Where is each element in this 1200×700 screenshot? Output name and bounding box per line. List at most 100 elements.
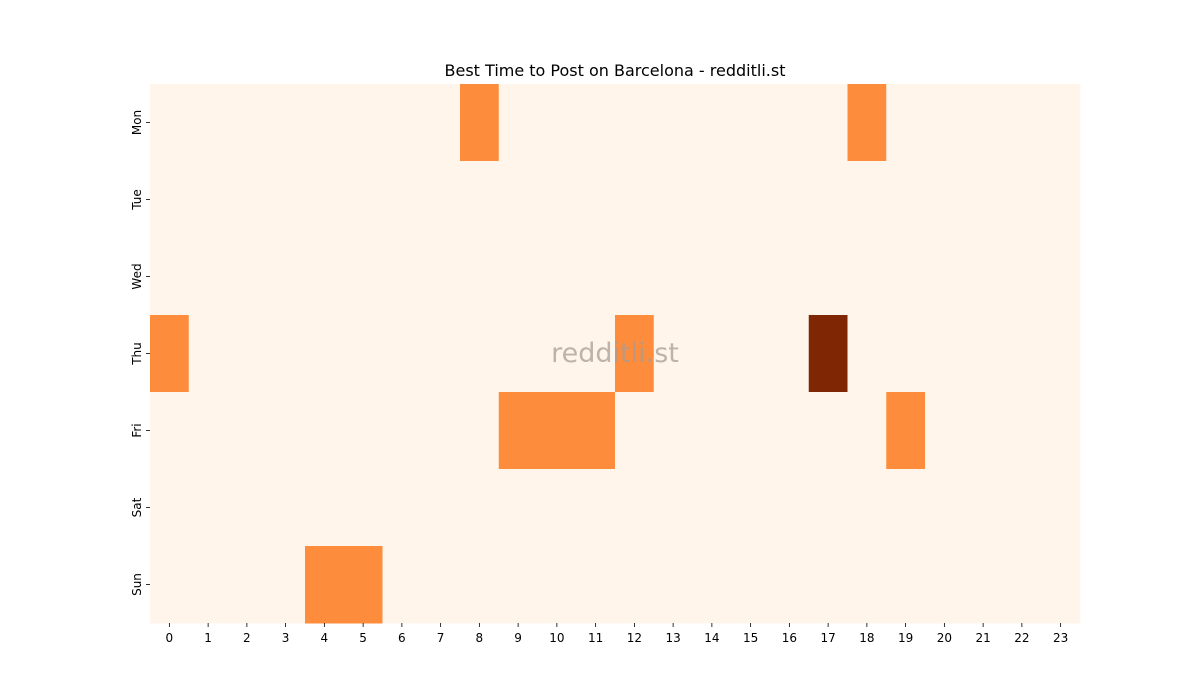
heatmap-cell-sat-14 (692, 469, 732, 547)
heatmap-cell-fri-23 (1041, 392, 1081, 470)
heatmap-cell-sun-23 (1041, 546, 1081, 624)
heatmap-cell-thu-18 (847, 315, 887, 393)
heatmap-cell-thu-16 (770, 315, 810, 393)
heatmap-cell-tue-8 (460, 161, 500, 239)
x-tick-label: 5 (359, 631, 367, 645)
heatmap-cell-mon-15 (731, 84, 771, 162)
heatmap-cell-sun-17 (808, 546, 848, 624)
heatmap-cell-wed-11 (576, 238, 616, 316)
x-tick-label: 19 (898, 631, 913, 645)
heatmap-cell-sun-7 (421, 546, 461, 624)
heatmap-cell-wed-8 (460, 238, 500, 316)
heatmap-cell-thu-0 (150, 315, 190, 393)
heatmap-cell-tue-3 (266, 161, 306, 239)
heatmap-cell-thu-23 (1041, 315, 1081, 393)
heatmap-cell-sat-16 (770, 469, 810, 547)
y-tick-label: Sat (130, 497, 144, 517)
heatmap-cell-thu-1 (188, 315, 228, 393)
heatmap-cell-tue-6 (382, 161, 422, 239)
x-axis: 0 1 2 3 4 5 6 7 8 9 10 11 12 13 14 15 16 17 18 19 20 21 22 23 (166, 623, 1068, 645)
x-tick-label: 17 (820, 631, 835, 645)
heatmap-cell-thu-8 (460, 315, 500, 393)
heatmap-cell-sun-6 (382, 546, 422, 624)
heatmap-cell-sat-12 (615, 469, 655, 547)
heatmap-cell-sat-7 (421, 469, 461, 547)
heatmap-cell-wed-23 (1041, 238, 1081, 316)
heatmap-cell-sat-22 (1002, 469, 1042, 547)
heatmap-cell-mon-5 (343, 84, 383, 162)
heatmap-cell-thu-3 (266, 315, 306, 393)
heatmap-cell-fri-12 (615, 392, 655, 470)
heatmap-cell-sat-20 (925, 469, 965, 547)
y-axis: Mon Tue Wed Thu Fri Sat Sun (130, 110, 150, 596)
heatmap-cell-thu-11 (576, 315, 616, 393)
heatmap-cell-thu-2 (227, 315, 267, 393)
heatmap-cell-sun-13 (653, 546, 693, 624)
heatmap-cell-fri-9 (498, 392, 538, 470)
heatmap-cell-wed-20 (925, 238, 965, 316)
heatmap-cell-wed-16 (770, 238, 810, 316)
heatmap-cell-sat-4 (305, 469, 345, 547)
heatmap-cell-sat-17 (808, 469, 848, 547)
heatmap-cell-fri-18 (847, 392, 887, 470)
heatmap-cell-mon-0 (150, 84, 190, 162)
heatmap-cell-wed-0 (150, 238, 190, 316)
x-tick-label: 0 (166, 631, 174, 645)
heatmap-cell-sun-15 (731, 546, 771, 624)
heatmap-cell-sat-1 (188, 469, 228, 547)
heatmap-cell-sun-21 (963, 546, 1003, 624)
heatmap-cell-tue-2 (227, 161, 267, 239)
heatmap-cell-mon-19 (886, 84, 926, 162)
heatmap-cell-tue-7 (421, 161, 461, 239)
heatmap-cell-mon-4 (305, 84, 345, 162)
heatmap-cell-sat-23 (1041, 469, 1081, 547)
x-tick-label: 6 (398, 631, 406, 645)
heatmap-cell-thu-17 (808, 315, 848, 393)
heatmap-cell-wed-10 (537, 238, 577, 316)
heatmap-cell-tue-12 (615, 161, 655, 239)
heatmap-cell-wed-12 (615, 238, 655, 316)
heatmap-cell-fri-19 (886, 392, 926, 470)
heatmap-cell-mon-2 (227, 84, 267, 162)
heatmap-cell-wed-17 (808, 238, 848, 316)
heatmap-cell-fri-10 (537, 392, 577, 470)
heatmap-cell-wed-15 (731, 238, 771, 316)
heatmap-cell-fri-13 (653, 392, 693, 470)
heatmap-cell-sun-18 (847, 546, 887, 624)
heatmap-cell-fri-16 (770, 392, 810, 470)
heatmap-cell-wed-18 (847, 238, 887, 316)
heatmap-cell-sat-9 (498, 469, 538, 547)
heatmap-cell-thu-13 (653, 315, 693, 393)
heatmap-cell-sat-13 (653, 469, 693, 547)
heatmap-cell-wed-5 (343, 238, 383, 316)
heatmap-cell-sat-6 (382, 469, 422, 547)
heatmap-cell-fri-2 (227, 392, 267, 470)
y-tick-label: Tue (130, 189, 144, 211)
heatmap-cells (150, 84, 1081, 624)
y-tick-label: Sun (130, 573, 144, 596)
heatmap-cell-fri-3 (266, 392, 306, 470)
heatmap-cell-fri-0 (150, 392, 190, 470)
heatmap-cell-tue-14 (692, 161, 732, 239)
x-tick-label: 21 (975, 631, 990, 645)
heatmap-cell-sun-22 (1002, 546, 1042, 624)
y-tick-label: Mon (130, 110, 144, 135)
heatmap-cell-thu-5 (343, 315, 383, 393)
heatmap-cell-sun-20 (925, 546, 965, 624)
heatmap-cell-thu-4 (305, 315, 345, 393)
heatmap-cell-sat-8 (460, 469, 500, 547)
heatmap-cell-sun-14 (692, 546, 732, 624)
x-tick-label: 3 (282, 631, 290, 645)
x-tick-label: 8 (476, 631, 484, 645)
heatmap-cell-fri-21 (963, 392, 1003, 470)
heatmap-cell-sun-10 (537, 546, 577, 624)
heatmap-cell-wed-6 (382, 238, 422, 316)
heatmap-cell-mon-9 (498, 84, 538, 162)
heatmap-cell-sun-2 (227, 546, 267, 624)
heatmap-cell-tue-23 (1041, 161, 1081, 239)
heatmap-cell-wed-13 (653, 238, 693, 316)
heatmap-cell-sat-18 (847, 469, 887, 547)
heatmap-cell-thu-21 (963, 315, 1003, 393)
heatmap-cell-tue-11 (576, 161, 616, 239)
